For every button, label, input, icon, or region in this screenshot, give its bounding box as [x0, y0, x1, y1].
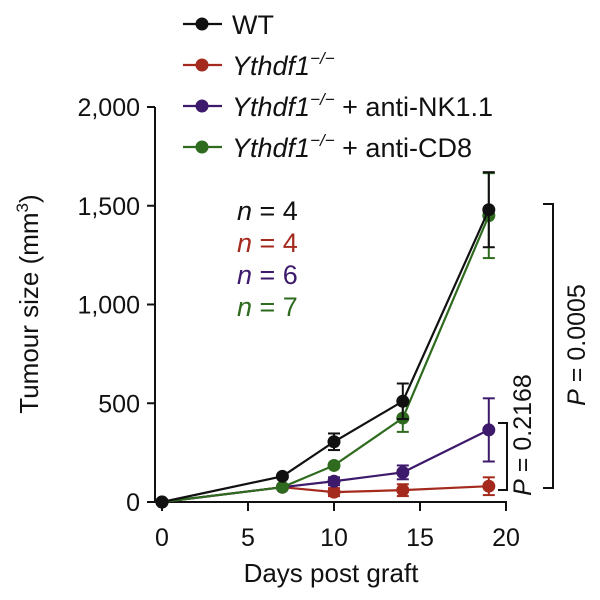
legend-label-sup: −/− — [310, 49, 335, 68]
data-point — [327, 474, 341, 488]
legend-label-gene: Ythdf1 — [232, 92, 310, 122]
y-axis-label-sup: 3 — [13, 203, 32, 212]
x-tick-label: 15 — [406, 524, 434, 552]
y-tick-label: 500 — [98, 390, 140, 418]
legend-label-sup: −/− — [310, 131, 335, 150]
n-label-2: n = 6 — [237, 260, 298, 290]
legend-label: Ythdf1−/− + anti-NK1.1 — [232, 90, 493, 122]
legend-item-1: Ythdf1−/− — [183, 49, 335, 81]
x-tick-label: 10 — [320, 524, 348, 552]
legend-label: WT — [232, 10, 274, 40]
x-tick-label: 20 — [492, 524, 520, 552]
data-point — [482, 423, 496, 437]
x-axis-label: Days post graft — [244, 558, 420, 588]
n-labels: n = 4n = 4n = 6n = 7 — [237, 196, 298, 322]
legend-label-sup: −/− — [310, 90, 335, 109]
legend-marker — [195, 140, 209, 154]
legend-label-suffix: + anti-NK1.1 — [335, 92, 493, 122]
legend-label-gene: Ythdf1 — [232, 133, 310, 163]
data-point — [155, 495, 169, 509]
data-point — [396, 483, 410, 497]
data-point — [275, 469, 289, 483]
data-point — [482, 479, 496, 493]
legend-label-suffix: + anti-CD8 — [335, 133, 472, 163]
data-point — [327, 458, 341, 472]
p-label: P — [509, 479, 537, 496]
n-label-3: n = 7 — [237, 292, 298, 322]
significance-brackets: P = 0.0005 P = 0.2168 — [498, 203, 591, 496]
legend-marker — [195, 99, 209, 113]
bracket-p-2168 — [498, 422, 508, 491]
series-line — [161, 215, 490, 504]
y-tick-label: 0 — [126, 489, 140, 517]
n-label-1: n = 4 — [237, 228, 298, 258]
legend-item-3: Ythdf1−/− + anti-CD8 — [183, 131, 472, 163]
legend-label: Ythdf1−/− — [232, 49, 335, 81]
y-ticks: 0 500 1,000 1,500 2,000 — [77, 94, 155, 517]
series-line — [161, 485, 489, 504]
axes: 0 500 1,000 1,500 2,000 0 5 10 15 20 Days post g… — [13, 94, 520, 588]
data-point — [396, 465, 410, 479]
data-point — [396, 394, 410, 408]
x-ticks: 0 5 10 15 20 — [155, 502, 520, 552]
x-tick-label: 5 — [241, 524, 255, 552]
legend-marker — [195, 17, 209, 31]
y-axis-label-main: Tumour size (mm — [14, 212, 44, 413]
series-0 — [155, 171, 496, 509]
p-label: P — [563, 389, 591, 406]
legend-item-2: Ythdf1−/− + anti-NK1.1 — [183, 90, 493, 122]
series-group — [155, 171, 496, 509]
p-value-0005: P = 0.0005 — [563, 284, 591, 406]
y-tick-label: 2,000 — [77, 94, 140, 122]
series-line — [161, 209, 490, 504]
legend-label: Ythdf1−/− + anti-CD8 — [232, 131, 472, 163]
y-tick-label: 1,000 — [77, 292, 140, 320]
legend-item-0: WT — [183, 10, 274, 40]
p-value: = 0.0005 — [563, 284, 591, 389]
n-label-0: n = 4 — [237, 196, 298, 226]
y-axis-label: Tumour size (mm3) — [13, 194, 44, 413]
data-point — [327, 435, 341, 449]
x-tick-label: 0 — [155, 524, 169, 552]
data-point — [482, 203, 496, 217]
data-point — [327, 485, 341, 499]
y-axis-label-close: ) — [14, 194, 44, 203]
legend-label-gene: Ythdf1 — [232, 51, 310, 81]
p-value-2168: P = 0.2168 — [509, 374, 537, 496]
series-3 — [155, 172, 496, 509]
y-tick-label: 1,500 — [77, 193, 140, 221]
legend-marker — [195, 58, 209, 72]
data-point — [275, 480, 289, 494]
p-value: = 0.2168 — [509, 374, 537, 479]
bracket-p-0005 — [543, 203, 554, 489]
